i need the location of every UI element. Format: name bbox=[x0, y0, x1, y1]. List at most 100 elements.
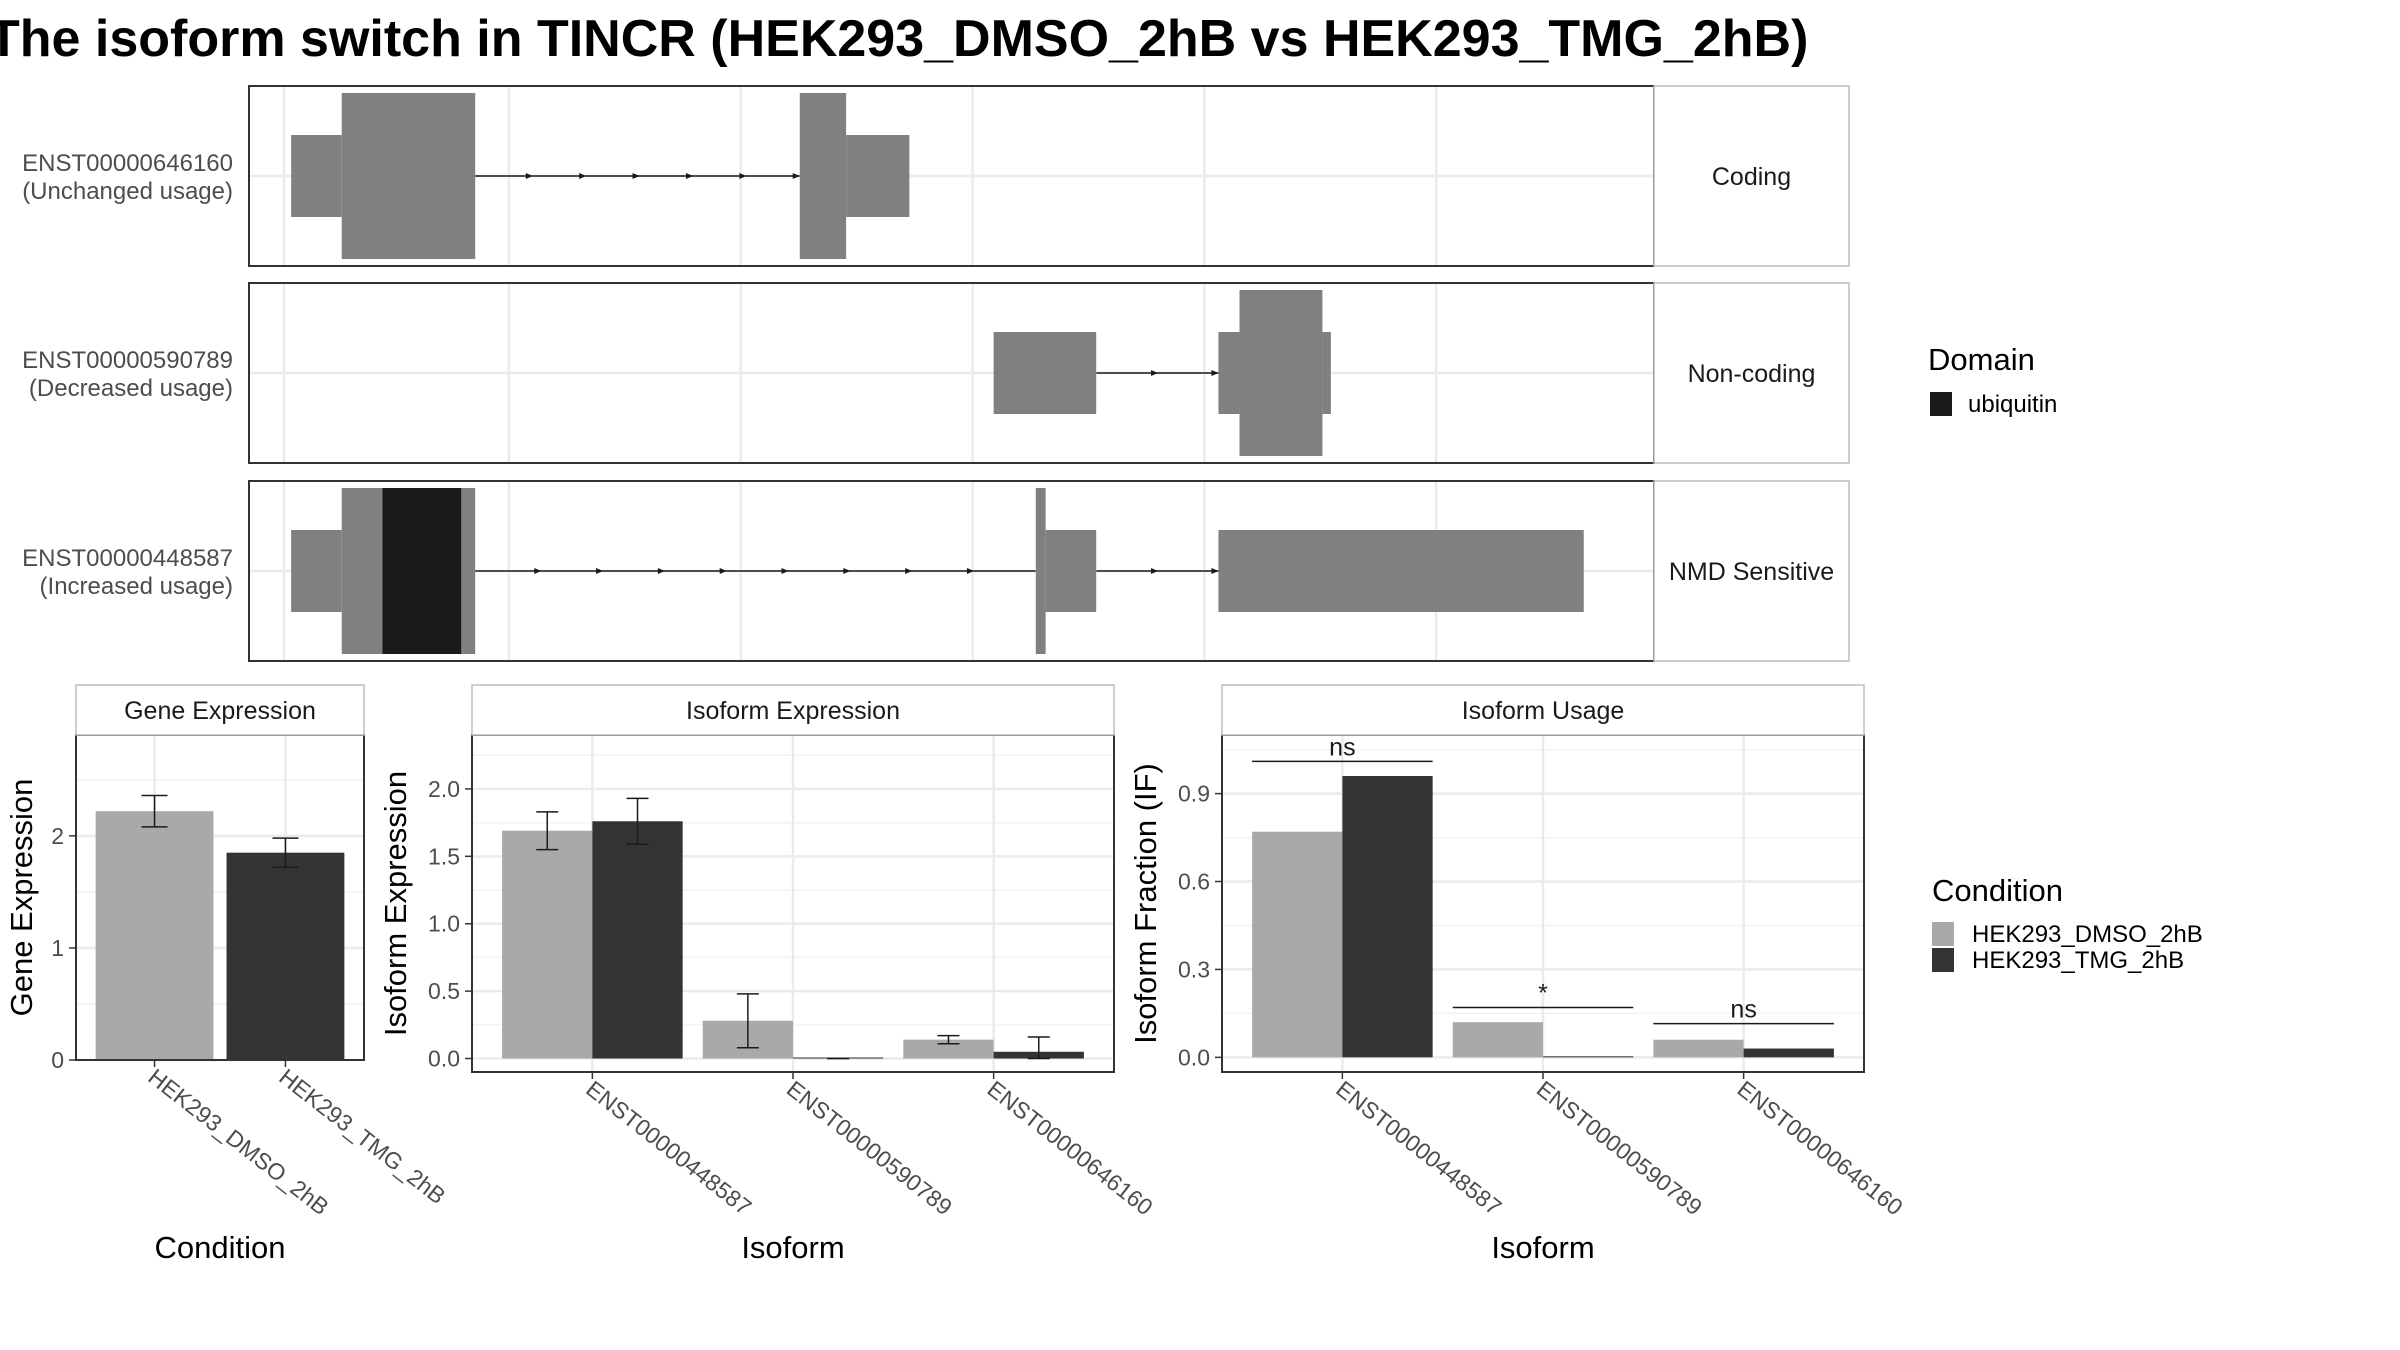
x-tick-label: ENST00000448587 bbox=[1331, 1075, 1506, 1220]
y-tick-label: 0.3 bbox=[1178, 956, 1210, 982]
track-category-label: Coding bbox=[1712, 163, 1791, 191]
isoform-expression-panel: Isoform Expression 0.0 0.5 1.0 1.5 2.0 ENST000… bbox=[378, 684, 1158, 1265]
y-tick-label: 0.6 bbox=[1178, 869, 1210, 895]
condition-legend-key bbox=[1932, 948, 1954, 972]
intron-arrow bbox=[1151, 370, 1159, 376]
y-tick-label: 0.0 bbox=[1178, 1044, 1210, 1070]
bar bbox=[903, 1039, 994, 1059]
x-axis-title: Condition bbox=[155, 1230, 286, 1265]
significance-label: * bbox=[1538, 980, 1548, 1008]
bar bbox=[1252, 831, 1343, 1058]
track-transcript-id: ENST00000448587 bbox=[22, 545, 233, 572]
intron-arrow bbox=[1211, 370, 1219, 376]
intron-arrow bbox=[579, 173, 587, 179]
track-usage-label: (Increased usage) bbox=[40, 573, 233, 600]
coding-exon bbox=[1035, 488, 1046, 654]
y-tick-label: 0 bbox=[51, 1047, 64, 1073]
utr-exon bbox=[1322, 332, 1331, 414]
y-tick-label: 1.5 bbox=[428, 843, 460, 869]
figure-title: The isoform switch in TINCR (HEK293_DMSO… bbox=[0, 10, 1808, 68]
domain-legend-key bbox=[1930, 392, 1952, 416]
track-category-strip bbox=[1653, 85, 1850, 267]
utr-exon bbox=[1045, 530, 1097, 612]
track-ENST00000590789: Non-coding ENST00000590789(Decreased usag… bbox=[22, 282, 1850, 464]
condition-legend-title: Condition bbox=[1932, 873, 2063, 908]
x-tick-label: ENST00000646160 bbox=[1733, 1075, 1908, 1220]
y-tick-label: 2.0 bbox=[428, 776, 460, 802]
intron-arrow bbox=[905, 568, 913, 574]
x-tick-label: ENST00000590789 bbox=[1532, 1075, 1707, 1220]
y-tick-label: 1.0 bbox=[428, 911, 460, 937]
utr-exon bbox=[846, 135, 910, 217]
bar bbox=[95, 811, 214, 1060]
track-ENST00000646160: Coding ENST00000646160(Unchanged usage) bbox=[22, 85, 1850, 267]
condition-legend-label: HEK293_TMG_2hB bbox=[1972, 947, 2184, 974]
track-usage-label: (Decreased usage) bbox=[29, 375, 233, 402]
condition-legend-label: HEK293_DMSO_2hB bbox=[1972, 921, 2203, 948]
utr-exon bbox=[993, 332, 1097, 414]
bar bbox=[226, 852, 345, 1060]
track-transcript-id: ENST00000646160 bbox=[22, 150, 233, 177]
coding-exon bbox=[799, 93, 847, 259]
facet-strip-label: Isoform Expression bbox=[686, 697, 900, 725]
y-tick-label: 2 bbox=[51, 823, 64, 849]
intron-arrow bbox=[534, 568, 542, 574]
utr-exon bbox=[1218, 530, 1584, 612]
x-axis-title: Isoform bbox=[1491, 1230, 1594, 1265]
x-axis-title: Isoform bbox=[741, 1230, 844, 1265]
bar bbox=[1342, 776, 1433, 1058]
gene-structure-panel: Coding ENST00000646160(Unchanged usage) No… bbox=[22, 85, 1850, 662]
intron-arrow bbox=[596, 568, 604, 574]
bar bbox=[1653, 1039, 1744, 1058]
track-category-label: Non-coding bbox=[1688, 360, 1816, 388]
bar bbox=[1452, 1022, 1543, 1058]
bar bbox=[1743, 1048, 1834, 1058]
intron-arrow bbox=[792, 173, 800, 179]
significance-label: ns bbox=[1730, 996, 1756, 1024]
y-tick-label: 0.0 bbox=[428, 1046, 460, 1072]
isoform-usage-panel: ns * ns Isoform Usage 0.0 0.3 0.6 0.9 ENST000004… bbox=[1128, 684, 1908, 1265]
intron-arrow bbox=[719, 568, 727, 574]
bar bbox=[502, 830, 593, 1059]
y-tick-label: 1 bbox=[51, 935, 64, 961]
intron-arrow bbox=[685, 173, 693, 179]
track-transcript-id: ENST00000590789 bbox=[22, 347, 233, 374]
coding-exon bbox=[1239, 290, 1323, 456]
track-category-strip bbox=[1653, 282, 1850, 464]
y-tick-label: 0.9 bbox=[1178, 781, 1210, 807]
bar bbox=[1543, 1056, 1634, 1058]
intron-arrow bbox=[657, 568, 665, 574]
intron-arrow bbox=[525, 173, 533, 179]
x-tick-label: ENST00000590789 bbox=[782, 1075, 957, 1220]
track-ENST00000448587: NMD Sensitive ENST00000448587(Increased u… bbox=[22, 480, 1850, 662]
facet-strip bbox=[75, 684, 365, 736]
intron-arrow bbox=[1151, 568, 1159, 574]
intron-arrow bbox=[843, 568, 851, 574]
utr-exon bbox=[291, 530, 342, 612]
bar bbox=[592, 821, 683, 1059]
x-tick-label: ENST00000448587 bbox=[581, 1075, 756, 1220]
intron-arrow bbox=[1211, 568, 1219, 574]
facet-strip bbox=[471, 684, 1115, 736]
intron-arrow bbox=[632, 173, 640, 179]
intron-arrow bbox=[739, 173, 747, 179]
track-category-label: NMD Sensitive bbox=[1669, 558, 1834, 586]
domain-legend: Domain ubiquitin bbox=[1928, 342, 2057, 418]
facet-strip bbox=[1221, 684, 1865, 736]
y-axis-title: Isoform Expression bbox=[378, 771, 413, 1036]
domain-ubiquitin bbox=[382, 488, 462, 654]
significance-label: ns bbox=[1329, 733, 1355, 761]
intron-arrow bbox=[781, 568, 789, 574]
domain-legend-title: Domain bbox=[1928, 342, 2035, 377]
coding-exon bbox=[341, 93, 476, 259]
intron-arrow bbox=[966, 568, 974, 574]
y-tick-label: 0.5 bbox=[428, 978, 460, 1004]
track-usage-label: (Unchanged usage) bbox=[22, 178, 233, 205]
facet-strip-label: Gene Expression bbox=[124, 697, 316, 725]
utr-exon bbox=[291, 135, 342, 217]
y-axis-title: Isoform Fraction (IF) bbox=[1128, 763, 1163, 1044]
x-tick-label: ENST00000646160 bbox=[983, 1075, 1158, 1220]
track-category-strip bbox=[1653, 480, 1850, 662]
